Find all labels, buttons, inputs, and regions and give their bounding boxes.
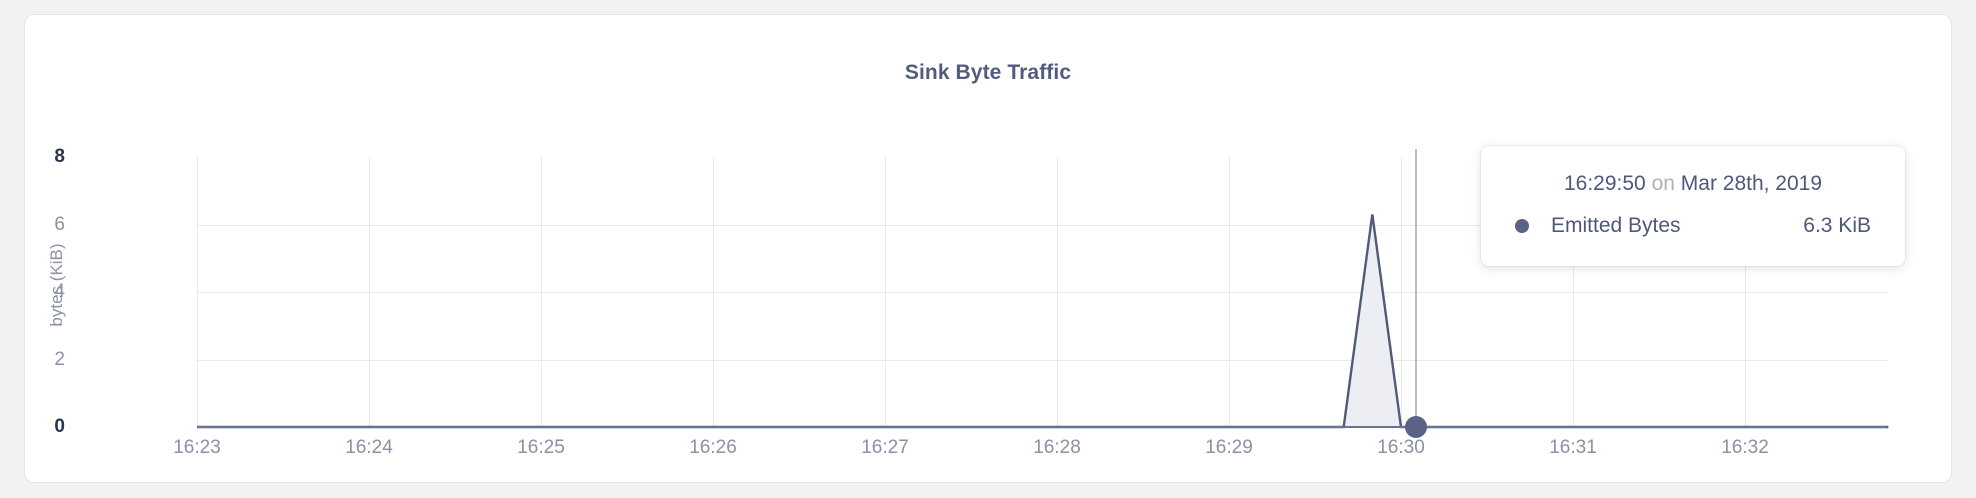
gridline-x-1630 [1401,157,1402,427]
y-tick-8: 8 [54,146,65,167]
gridline-x-1631 [1573,157,1574,427]
tooltip-timestamp: 16:29:50 on Mar 28th, 2019 [1515,172,1871,196]
gridline-x-1626 [713,157,714,427]
x-tick-1628: 16:28 [1033,437,1081,458]
y-tick-2: 2 [54,348,65,370]
chart-card: Sink Byte Traffic bytes (KiB) 8 6 4 2 0 … [24,14,1952,483]
x-tick-1623: 16:23 [173,437,221,458]
gridline-x-1627 [885,157,886,427]
tooltip-time: 16:29:50 [1563,172,1646,195]
hover-point-marker[interactable] [1405,416,1427,438]
gridline-x-1632 [1745,157,1746,427]
gridline-y-6 [197,224,1887,226]
tooltip-series-name: Emitted Bytes [1551,214,1681,237]
hover-crosshair [1415,149,1417,429]
tooltip-series-row: Emitted Bytes 6.3 KiB [1515,214,1871,238]
x-tick-1626: 16:26 [689,437,737,458]
x-tick-1630: 16:30 [1377,437,1425,458]
y-tick-0: 0 [54,416,65,437]
gridline-x-1629 [1229,157,1230,427]
x-tick-1631: 16:31 [1549,437,1597,458]
x-tick-1632: 16:32 [1721,437,1769,458]
chart-title: Sink Byte Traffic [904,61,1072,84]
gridline-y-2 [197,359,1887,361]
tooltip-on-word: on [1651,172,1675,195]
gridline-x-1625 [541,157,542,427]
y-tick-4: 4 [54,281,65,302]
x-tick-1625: 16:25 [517,437,565,458]
x-axis-line [197,426,1887,428]
x-tick-1629: 16:29 [1205,437,1253,458]
x-tick-1627: 16:27 [861,437,909,458]
gridline-x-1624 [369,157,370,427]
gridline-x-1623 [197,157,198,427]
y-tick-6: 6 [54,213,65,235]
gridline-y-4 [197,292,1887,293]
tooltip-series-value: 6.3 KiB [1803,214,1871,237]
series-color-dot-icon [1515,219,1529,233]
plot-area[interactable] [197,157,1887,427]
x-tick-1624: 16:24 [345,437,393,458]
gridline-x-1628 [1057,157,1058,427]
tooltip-date: Mar 28th, 2019 [1680,172,1823,195]
hover-tooltip: 16:29:50 on Mar 28th, 2019 Emitted Bytes… [1481,146,1905,266]
